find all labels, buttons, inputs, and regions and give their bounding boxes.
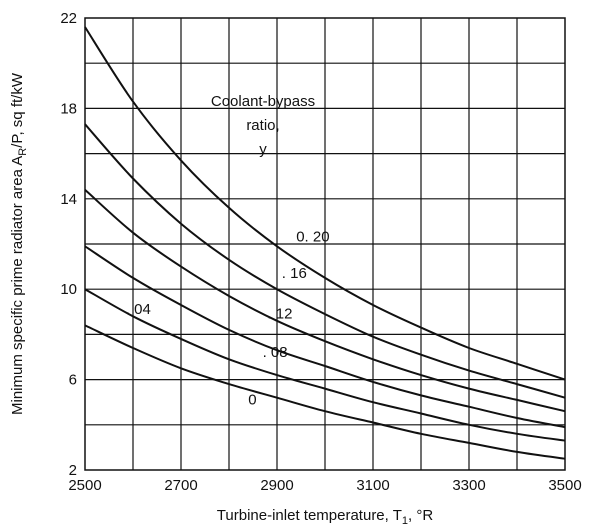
curve-label-0.12: . 12 (267, 306, 292, 323)
x-tick-label: 3300 (452, 477, 485, 494)
curve-label-0: 0 (248, 391, 256, 408)
y-tick-label: 14 (60, 191, 77, 208)
grid (85, 18, 565, 470)
x-axis-label: Turbine-inlet temperature, T1, °R (217, 507, 434, 527)
legend-title-line: Coolant-bypass (211, 93, 315, 110)
curve-y-0.08 (84, 245, 566, 429)
x-tick-label: 2900 (260, 477, 293, 494)
x-tick-label: 2700 (164, 477, 197, 494)
x-tick-label: 3500 (548, 477, 581, 494)
x-tick-label: 3100 (356, 477, 389, 494)
curves: 0. 20 . 16 . 12 . 08 . 04 0 (84, 26, 566, 460)
curve-label-0.04: . 04 (126, 301, 151, 318)
legend-title-line: ratio, (246, 117, 279, 134)
curve-label-0.20: 0. 20 (296, 229, 329, 246)
curve-y-0.20 (84, 26, 566, 381)
curve-y-0.04 (84, 288, 566, 442)
curve-label-0.16: . 16 (282, 265, 307, 282)
curve-y-0.12 (84, 189, 566, 413)
y-tick-label: 10 (60, 281, 77, 298)
legend-title-line: y (259, 141, 267, 158)
legend-title: Coolant-bypass ratio, y (211, 93, 315, 158)
ticks: 2500 2700 2900 3100 3300 3500 2 6 10 14 18 22 (60, 10, 581, 494)
plot-frame (84, 17, 566, 471)
y-axis-label: Minimum specific prime radiator area AR/… (9, 72, 29, 415)
y-tick-label: 22 (60, 10, 77, 27)
y-tick-label: 6 (69, 372, 77, 389)
y-tick-label: 2 (69, 462, 77, 479)
curve-y-0 (84, 324, 566, 460)
curve-y-0.16 (84, 123, 566, 399)
curve-label-0.08: . 08 (263, 344, 288, 361)
y-tick-label: 18 (60, 100, 77, 117)
x-tick-label: 2500 (68, 477, 101, 494)
